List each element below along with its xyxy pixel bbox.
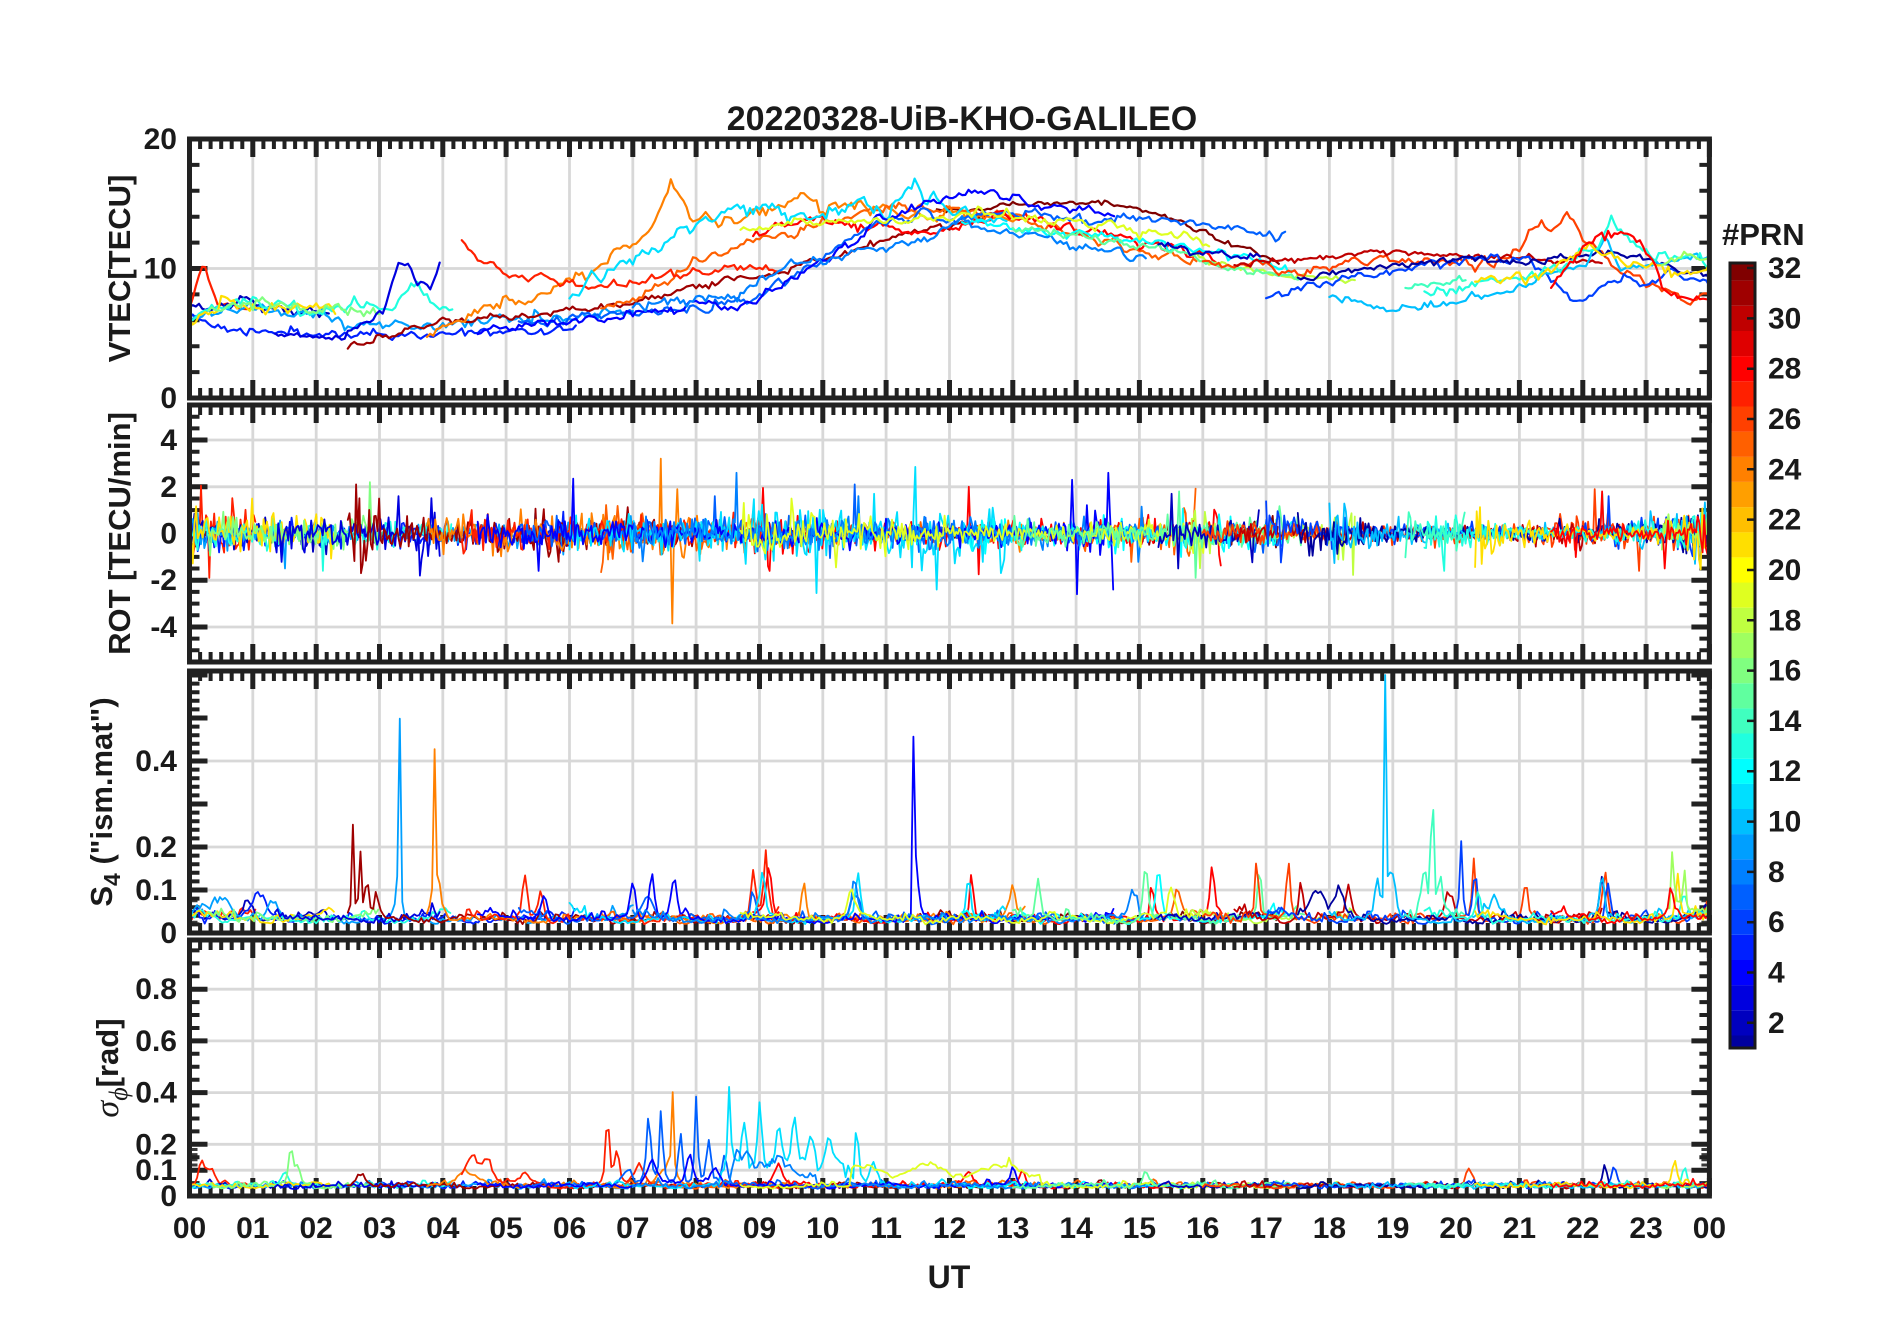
svg-text:2: 2 (1768, 1007, 1785, 1040)
svg-text:08: 08 (679, 1212, 712, 1245)
svg-text:0.2: 0.2 (135, 1128, 177, 1161)
svg-text:0.4: 0.4 (135, 1077, 177, 1110)
svg-text:0: 0 (160, 917, 177, 950)
svg-text:ROT [TECU/min]: ROT [TECU/min] (102, 412, 137, 655)
svg-text:02: 02 (300, 1212, 333, 1245)
svg-text:14: 14 (1059, 1212, 1093, 1245)
svg-text:0.4: 0.4 (135, 745, 177, 778)
svg-text:18: 18 (1313, 1212, 1346, 1245)
svg-text:32: 32 (1768, 252, 1801, 285)
svg-text:0: 0 (160, 1180, 177, 1213)
svg-text:2: 2 (160, 471, 177, 504)
svg-text:S4 ("ism.mat"): S4 ("ism.mat") (84, 697, 125, 906)
svg-text:0.8: 0.8 (135, 973, 177, 1006)
svg-text:04: 04 (426, 1212, 460, 1245)
svg-text:18: 18 (1768, 604, 1801, 637)
svg-text:23: 23 (1629, 1212, 1662, 1245)
svg-text:0.6: 0.6 (135, 1025, 177, 1058)
svg-text:07: 07 (616, 1212, 649, 1245)
svg-text:28: 28 (1768, 353, 1801, 386)
svg-text:20: 20 (1768, 554, 1801, 587)
svg-text:09: 09 (743, 1212, 776, 1245)
svg-text:10: 10 (1768, 806, 1801, 839)
svg-text:24: 24 (1768, 453, 1802, 486)
svg-text:-2: -2 (150, 564, 177, 597)
svg-text:σϕ[rad]: σϕ[rad] (89, 1018, 133, 1117)
svg-text:26: 26 (1768, 403, 1801, 436)
svg-text:11: 11 (870, 1212, 902, 1245)
svg-text:16: 16 (1768, 655, 1801, 688)
svg-text:20220328-UiB-KHO-GALILEO: 20220328-UiB-KHO-GALILEO (727, 100, 1197, 138)
svg-text:22: 22 (1768, 504, 1801, 537)
svg-text:4: 4 (1768, 957, 1785, 990)
svg-text:0.1: 0.1 (135, 1154, 177, 1187)
svg-text:21: 21 (1503, 1212, 1536, 1245)
svg-text:12: 12 (1768, 755, 1801, 788)
svg-text:8: 8 (1768, 856, 1785, 889)
svg-text:6: 6 (1768, 906, 1785, 939)
svg-text:03: 03 (363, 1212, 396, 1245)
svg-text:0: 0 (160, 382, 177, 415)
svg-text:4: 4 (160, 424, 177, 457)
svg-text:01: 01 (236, 1212, 269, 1245)
svg-text:30: 30 (1768, 302, 1801, 335)
svg-text:15: 15 (1123, 1212, 1156, 1245)
svg-text:00: 00 (1693, 1212, 1726, 1245)
svg-text:-4: -4 (150, 611, 177, 644)
svg-text:0.2: 0.2 (135, 831, 177, 864)
svg-text:VTEC[TECU]: VTEC[TECU] (102, 175, 137, 363)
svg-text:13: 13 (996, 1212, 1029, 1245)
svg-text:0: 0 (160, 518, 177, 551)
svg-text:00: 00 (173, 1212, 206, 1245)
svg-text:17: 17 (1249, 1212, 1282, 1245)
svg-text:#PRN: #PRN (1722, 217, 1805, 252)
svg-text:UT: UT (928, 1259, 971, 1295)
svg-text:22: 22 (1566, 1212, 1599, 1245)
svg-text:0.1: 0.1 (135, 874, 177, 907)
svg-text:14: 14 (1768, 705, 1802, 738)
svg-text:19: 19 (1376, 1212, 1409, 1245)
svg-text:10: 10 (806, 1212, 839, 1245)
svg-text:05: 05 (489, 1212, 522, 1245)
svg-text:06: 06 (553, 1212, 586, 1245)
svg-text:20: 20 (1439, 1212, 1472, 1245)
svg-text:20: 20 (144, 123, 177, 156)
svg-text:12: 12 (933, 1212, 966, 1245)
svg-text:16: 16 (1186, 1212, 1219, 1245)
svg-text:10: 10 (144, 253, 177, 286)
